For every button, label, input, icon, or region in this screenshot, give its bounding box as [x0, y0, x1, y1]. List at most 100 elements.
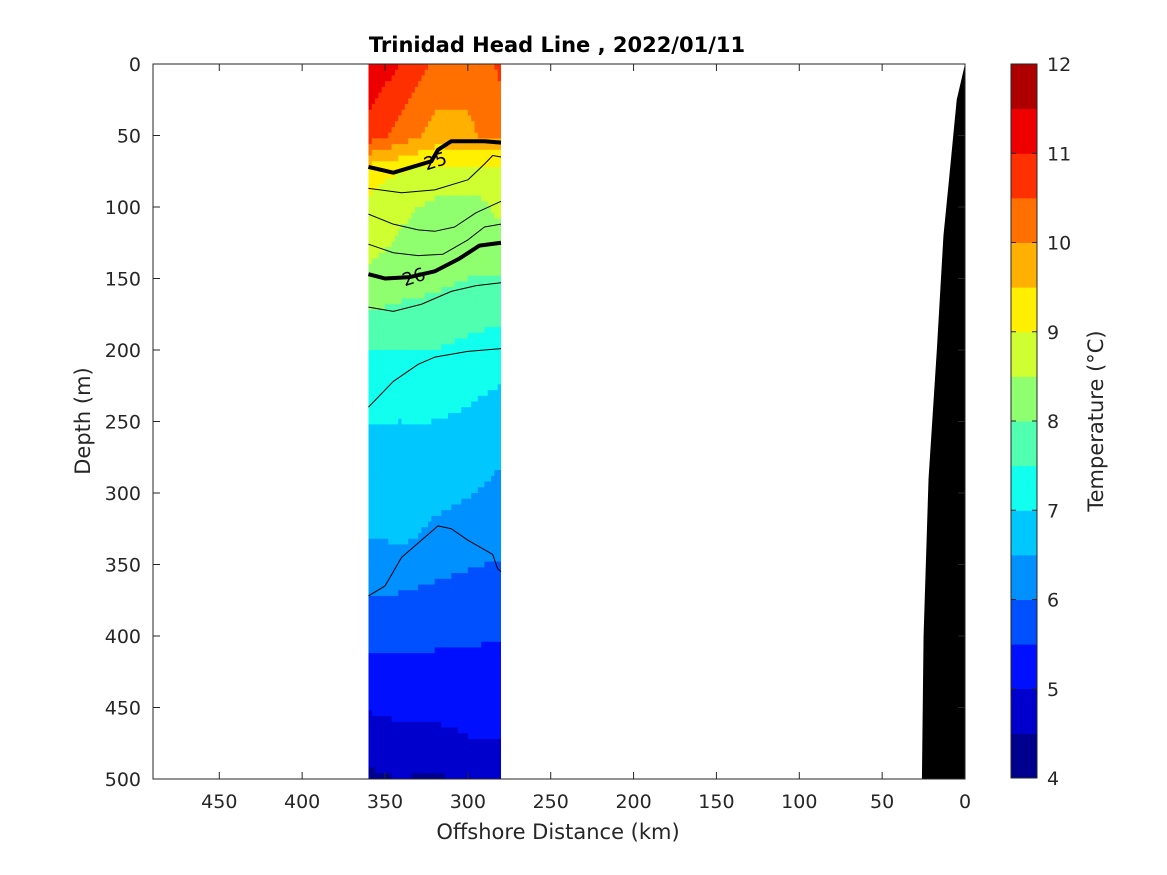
- temperature-cell: [444, 681, 449, 689]
- temperature-cell: [471, 636, 476, 643]
- temperature-cell: [394, 224, 399, 231]
- temperature-cell: [388, 161, 393, 168]
- temperature-cell: [408, 189, 413, 197]
- temperature-cell: [474, 607, 479, 614]
- temperature-cell: [404, 533, 409, 540]
- temperature-cell: [441, 86, 446, 94]
- temperature-cell: [371, 567, 376, 574]
- temperature-cell: [385, 407, 389, 414]
- temperature-cell: [441, 704, 446, 711]
- temperature-cell: [431, 69, 436, 77]
- temperature-cell: [388, 92, 393, 99]
- temperature-cell: [428, 161, 432, 168]
- temperature-cell: [371, 676, 376, 683]
- temperature-cell: [467, 447, 472, 454]
- temperature-cell: [441, 287, 446, 294]
- temperature-cell: [375, 727, 379, 734]
- temperature-cell: [398, 229, 403, 237]
- temperature-cell: [418, 452, 423, 460]
- temperature-cell: [414, 470, 419, 477]
- temperature-cell: [431, 115, 436, 122]
- temperature-cell: [381, 207, 386, 214]
- temperature-cell: [414, 407, 419, 414]
- temperature-cell: [424, 521, 429, 528]
- temperature-cell: [391, 687, 396, 694]
- temperature-cell: [421, 115, 426, 122]
- temperature-cell: [375, 281, 379, 288]
- temperature-cell: [381, 361, 386, 368]
- temperature-cell: [461, 109, 466, 117]
- temperature-cell: [471, 630, 476, 637]
- temperature-cell: [414, 693, 419, 700]
- temperature-cell: [404, 64, 409, 71]
- temperature-cell: [444, 767, 449, 774]
- temperature-cell: [385, 235, 389, 242]
- temperature-cell: [378, 412, 383, 420]
- temperature-cell: [467, 155, 472, 162]
- temperature-cell: [497, 69, 501, 77]
- temperature-cell: [388, 178, 393, 185]
- temperature-cell: [424, 247, 429, 254]
- temperature-cell: [404, 527, 409, 534]
- temperature-cell: [451, 155, 456, 162]
- temperature-cell: [411, 607, 416, 614]
- temperature-cell: [497, 607, 501, 614]
- temperature-cell: [371, 64, 376, 71]
- temperature-cell: [424, 464, 429, 471]
- temperature-cell: [438, 115, 442, 122]
- temperature-cell: [411, 475, 416, 483]
- temperature-cell: [461, 401, 466, 408]
- temperature-cell: [457, 395, 462, 403]
- temperature-cell: [471, 590, 476, 597]
- temperature-cell: [375, 304, 379, 311]
- temperature-cell: [418, 201, 423, 208]
- temperature-cell: [398, 733, 403, 740]
- temperature-cell: [375, 441, 379, 448]
- temperature-cell: [491, 315, 495, 322]
- temperature-cell: [441, 92, 446, 99]
- temperature-cell: [457, 361, 462, 368]
- temperature-cell: [428, 470, 432, 477]
- temperature-cell: [494, 567, 499, 574]
- temperature-cell: [394, 104, 399, 111]
- temperature-cell: [487, 269, 492, 277]
- temperature-cell: [474, 126, 479, 134]
- temperature-cell: [401, 115, 406, 122]
- temperature-cell: [404, 126, 409, 134]
- temperature-cell: [497, 264, 501, 271]
- temperature-cell: [421, 624, 426, 631]
- temperature-cell: [431, 481, 436, 488]
- temperature-cell: [444, 750, 449, 757]
- temperature-cell: [391, 510, 396, 517]
- temperature-cell: [444, 607, 449, 614]
- temperature-cell: [464, 212, 469, 220]
- temperature-cell: [388, 584, 393, 591]
- temperature-cell: [471, 172, 476, 179]
- temperature-cell: [371, 550, 376, 557]
- temperature-cell: [371, 69, 376, 77]
- temperature-cell: [401, 590, 406, 597]
- temperature-cell: [457, 727, 462, 734]
- temperature-cell: [441, 315, 446, 322]
- temperature-cell: [451, 613, 456, 620]
- temperature-cell: [497, 693, 501, 700]
- temperature-cell: [454, 618, 459, 626]
- temperature-cell: [457, 144, 462, 151]
- temperature-cell: [438, 252, 442, 260]
- temperature-cell: [411, 104, 416, 111]
- temperature-cell: [451, 681, 456, 689]
- temperature-cell: [431, 561, 436, 568]
- temperature-cell: [428, 229, 432, 237]
- temperature-cell: [451, 767, 456, 774]
- temperature-cell: [494, 247, 499, 254]
- temperature-cell: [434, 189, 439, 197]
- temperature-cell: [375, 367, 379, 374]
- temperature-cell: [467, 430, 472, 437]
- temperature-cell: [447, 401, 452, 408]
- temperature-cell: [368, 344, 373, 351]
- temperature-cell: [428, 172, 432, 179]
- temperature-cell: [424, 693, 429, 700]
- temperature-cell: [434, 418, 439, 425]
- temperature-cell: [411, 676, 416, 683]
- temperature-cell: [381, 521, 386, 528]
